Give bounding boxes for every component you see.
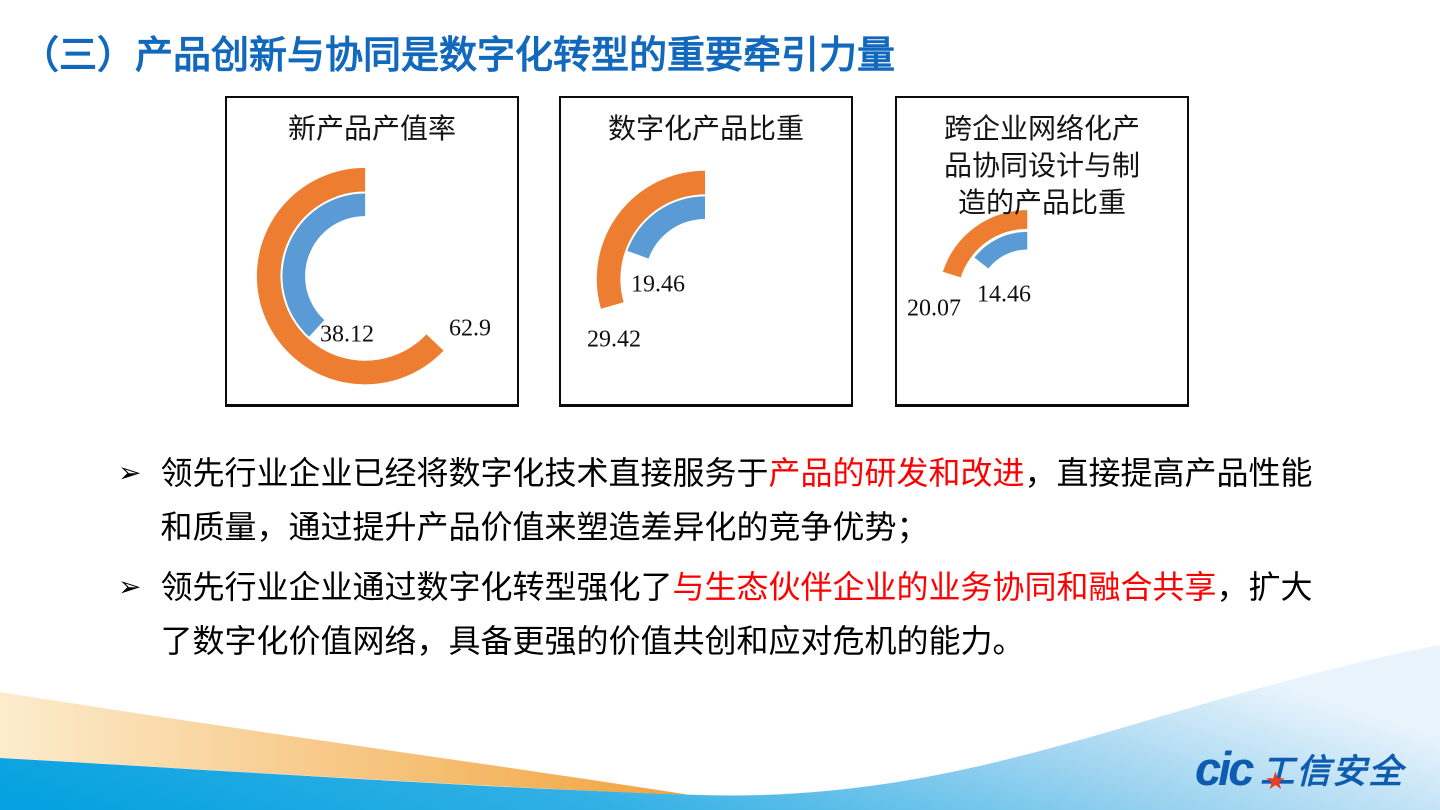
footer-decoration [0, 620, 1440, 810]
footer-swoosh-graphic [0, 645, 1440, 810]
orange-arc [942, 210, 1028, 278]
cic-letters: cic [1195, 742, 1254, 795]
bullet-list: ➢ 领先行业企业已经将数字化技术直接服务于产品的研发和改进，直接提高产品性能和质… [118, 446, 1333, 674]
list-item: ➢ 领先行业企业通过数字化转型强化了与生态伙伴企业的业务协同和融合共享，扩大了数… [118, 560, 1333, 668]
chart-box-new-product-output-rate: 新产品产值率 62.9 38.12 [225, 96, 519, 407]
list-item: ➢ 领先行业企业已经将数字化技术直接服务于产品的研发和改进，直接提高产品性能和质… [118, 446, 1333, 554]
donut-chart [256, 167, 444, 385]
donut-chart [596, 170, 706, 309]
arrow-bullet-icon: ➢ [118, 571, 142, 602]
chart-title: 跨企业网络化产品协同设计与制造的产品比重 [943, 114, 1140, 219]
blue-arc [627, 196, 706, 259]
data-label-orange: 29.42 [587, 326, 641, 353]
brand-logo: cic ★ 工信安全 [1195, 745, 1430, 797]
text-segment: ，扩大了数字化价值网络，具备更强的价值共创和应对危机的能力。 [160, 569, 1313, 659]
data-label-blue: 19.46 [631, 271, 685, 298]
orange-arc [596, 170, 706, 309]
highlighted-text-segment: 产品的研发和改进 [768, 455, 1025, 491]
chart-title: 新产品产值率 [287, 114, 456, 145]
text-segment: ，直接提高产品性能和质量，通过提升产品价值来塑造差异化的竞争优势； [160, 455, 1313, 545]
blue-arc [974, 231, 1028, 269]
data-label-blue: 38.12 [320, 321, 374, 348]
orange-swoosh [0, 692, 690, 795]
chart-box-cross-enterprise-collaboration-share: 跨企业网络化产品协同设计与制造的产品比重 20.07 14.46 [895, 96, 1189, 407]
donut-chart [942, 210, 1028, 278]
data-label-blue: 14.46 [977, 281, 1031, 308]
blue-arc [282, 193, 366, 337]
cic-logo-text: cic ★ [1195, 745, 1285, 793]
arrow-bullet-icon: ➢ [118, 457, 142, 488]
chart-box-digital-product-share: 数字化产品比重 29.42 19.46 [559, 96, 853, 407]
chart-title: 数字化产品比重 [607, 114, 804, 145]
text-segment: 领先行业企业通过数字化转型强化了 [160, 569, 673, 605]
star-icon: ★ [1266, 770, 1285, 793]
data-label-orange: 62.9 [449, 315, 491, 342]
page-title: （三）产品创新与协同是数字化转型的重要牵引力量 [21, 35, 896, 77]
orange-arc [256, 167, 444, 385]
blue-swoosh [0, 645, 1440, 810]
highlighted-text-segment: 与生态伙伴企业的业务协同和融合共享 [672, 569, 1217, 605]
data-label-orange: 20.07 [907, 295, 961, 322]
text-segment: 领先行业企业已经将数字化技术直接服务于 [160, 455, 769, 491]
logo-chinese-text: 工信安全 [1260, 753, 1405, 791]
bullet-text: 领先行业企业通过数字化转型强化了与生态伙伴企业的业务协同和融合共享，扩大了数字化… [160, 560, 1320, 668]
bullet-text: 领先行业企业已经将数字化技术直接服务于产品的研发和改进，直接提高产品性能和质量，… [160, 446, 1320, 554]
